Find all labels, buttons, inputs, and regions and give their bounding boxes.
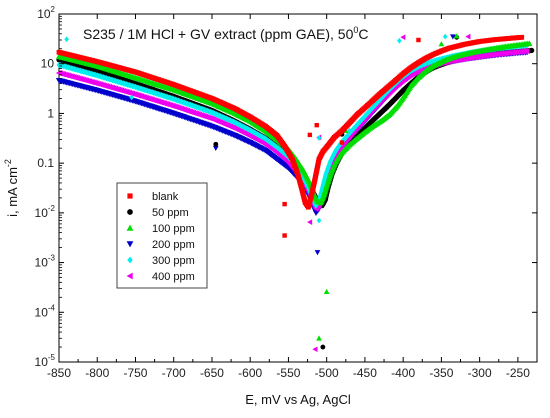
y-tick-label: 10 — [41, 57, 55, 71]
outlier-point — [316, 135, 322, 141]
y-tick-label: 10-5 — [35, 353, 56, 369]
x-tick-label: -250 — [506, 366, 530, 380]
series-100-ppm — [55, 33, 533, 341]
chart-title: S235 / 1M HCl + GV extract (ppm GAE), 50… — [83, 25, 369, 42]
x-tick-label: -550 — [276, 366, 300, 380]
y-axis-title: i, mA cm-2 — [3, 159, 20, 217]
legend-marker — [126, 224, 134, 231]
legend-item: 400 ppm — [126, 271, 195, 283]
outlier-point — [339, 140, 345, 145]
data-point — [529, 47, 535, 54]
x-tick-label: -400 — [391, 366, 415, 380]
legend-label: 200 ppm — [152, 239, 195, 251]
outlier-point — [314, 122, 319, 128]
legend-item: 200 ppm — [126, 239, 195, 251]
x-tick-label: -700 — [162, 366, 186, 380]
outlier-point — [400, 34, 406, 41]
legend-marker — [127, 209, 133, 215]
x-axis-title: E, mV vs Ag, AgCl — [245, 392, 351, 407]
outlier-point — [306, 219, 313, 226]
outlier-point — [312, 346, 318, 353]
outlier-point — [64, 36, 69, 43]
legend: blank 50 ppm 100 ppm 200 ppm 300 ppm 400 ppm — [116, 182, 208, 289]
outlier-point — [320, 344, 326, 350]
legend-label: 100 ppm — [152, 223, 195, 235]
y-tick-label: 1 — [47, 106, 54, 120]
legend-item: 300 ppm — [127, 255, 195, 267]
y-tick-label: 0.1 — [37, 156, 54, 170]
chart-title-suffix: C — [358, 26, 368, 42]
legend-marker — [126, 241, 134, 248]
x-tick-label: -350 — [429, 366, 453, 380]
legend-item: blank — [127, 191, 179, 203]
legend-box — [116, 182, 208, 289]
x-tick-label: -800 — [85, 366, 109, 380]
axis-layer: -850 -800 -750 -700 -650 -600 -550 -500 -450 -400… — [35, 5, 537, 380]
data-point — [519, 34, 525, 40]
x-tick-label: -600 — [238, 366, 262, 380]
legend-marker — [127, 256, 133, 264]
series-blank — [56, 34, 525, 238]
outlier-point — [397, 37, 402, 44]
x-tick-label: -850 — [47, 366, 71, 380]
legend-label: 300 ppm — [152, 255, 195, 267]
outlier-point — [450, 34, 456, 40]
outlier-point — [282, 201, 287, 207]
legend-item: 50 ppm — [127, 207, 189, 219]
series-layer — [55, 33, 535, 353]
data-point — [523, 47, 530, 55]
outlier-point — [307, 132, 313, 138]
outlier-point — [316, 335, 322, 341]
outlier-point — [129, 94, 134, 101]
outlier-point — [323, 288, 330, 294]
y-axis-title-superscript: -2 — [3, 159, 13, 167]
legend-label: 400 ppm — [152, 271, 195, 283]
y-tick-label: 10-3 — [35, 254, 56, 270]
legend-marker — [126, 272, 133, 280]
chart-title-superscript: 0 — [353, 25, 358, 35]
outlier-point — [438, 41, 445, 47]
legend-marker — [127, 193, 133, 199]
legend-label: 50 ppm — [152, 207, 189, 219]
data-point — [526, 40, 533, 46]
x-tick-label: -450 — [353, 366, 377, 380]
outlier-point — [453, 33, 460, 39]
y-tick-label: 10-4 — [35, 303, 56, 319]
outlier-point — [442, 33, 448, 40]
outlier-point — [212, 145, 219, 152]
outlier-point — [465, 33, 471, 40]
legend-label: blank — [152, 191, 179, 203]
outlier-point — [314, 250, 321, 256]
outlier-point — [282, 233, 287, 238]
y-tick-label: 10-2 — [35, 204, 56, 220]
y-tick-label: 102 — [37, 5, 55, 21]
outlier-point — [416, 37, 421, 43]
x-tick-label: -750 — [123, 366, 147, 380]
outlier-point — [347, 127, 352, 134]
x-tick-label: -650 — [200, 366, 224, 380]
legend-item: 100 ppm — [126, 223, 195, 235]
outlier-point — [213, 141, 219, 147]
x-tick-label: -300 — [468, 366, 492, 380]
x-tick-label: -500 — [315, 366, 339, 380]
outlier-point — [316, 217, 322, 224]
